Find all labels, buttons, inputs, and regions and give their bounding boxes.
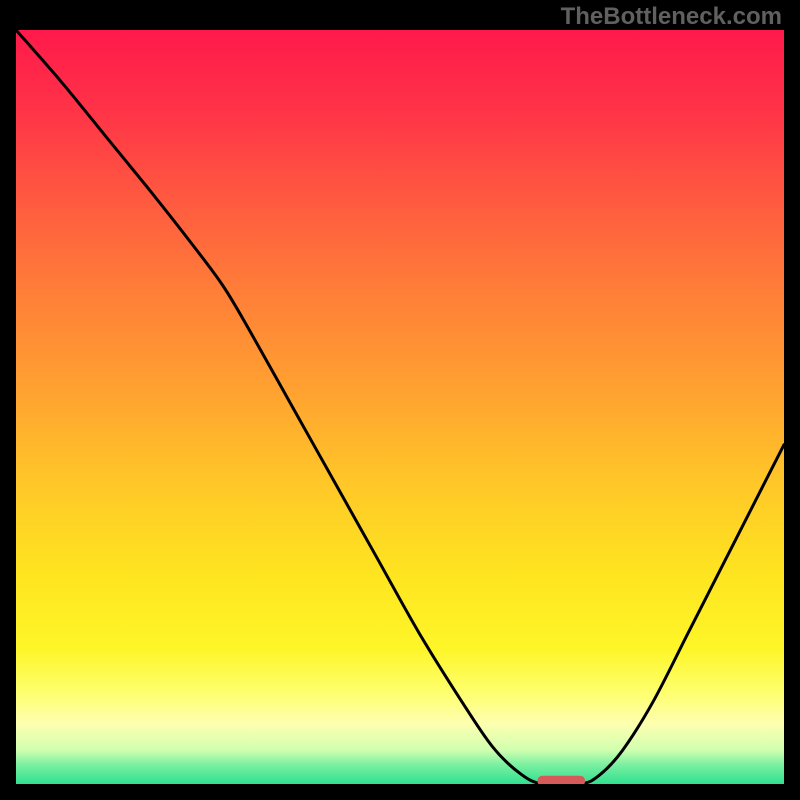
plot-area (16, 30, 784, 784)
chart-frame: TheBottleneck.com (0, 0, 800, 800)
bottleneck-marker (537, 776, 585, 784)
plot-svg (16, 30, 784, 784)
watermark-text: TheBottleneck.com (561, 3, 782, 31)
